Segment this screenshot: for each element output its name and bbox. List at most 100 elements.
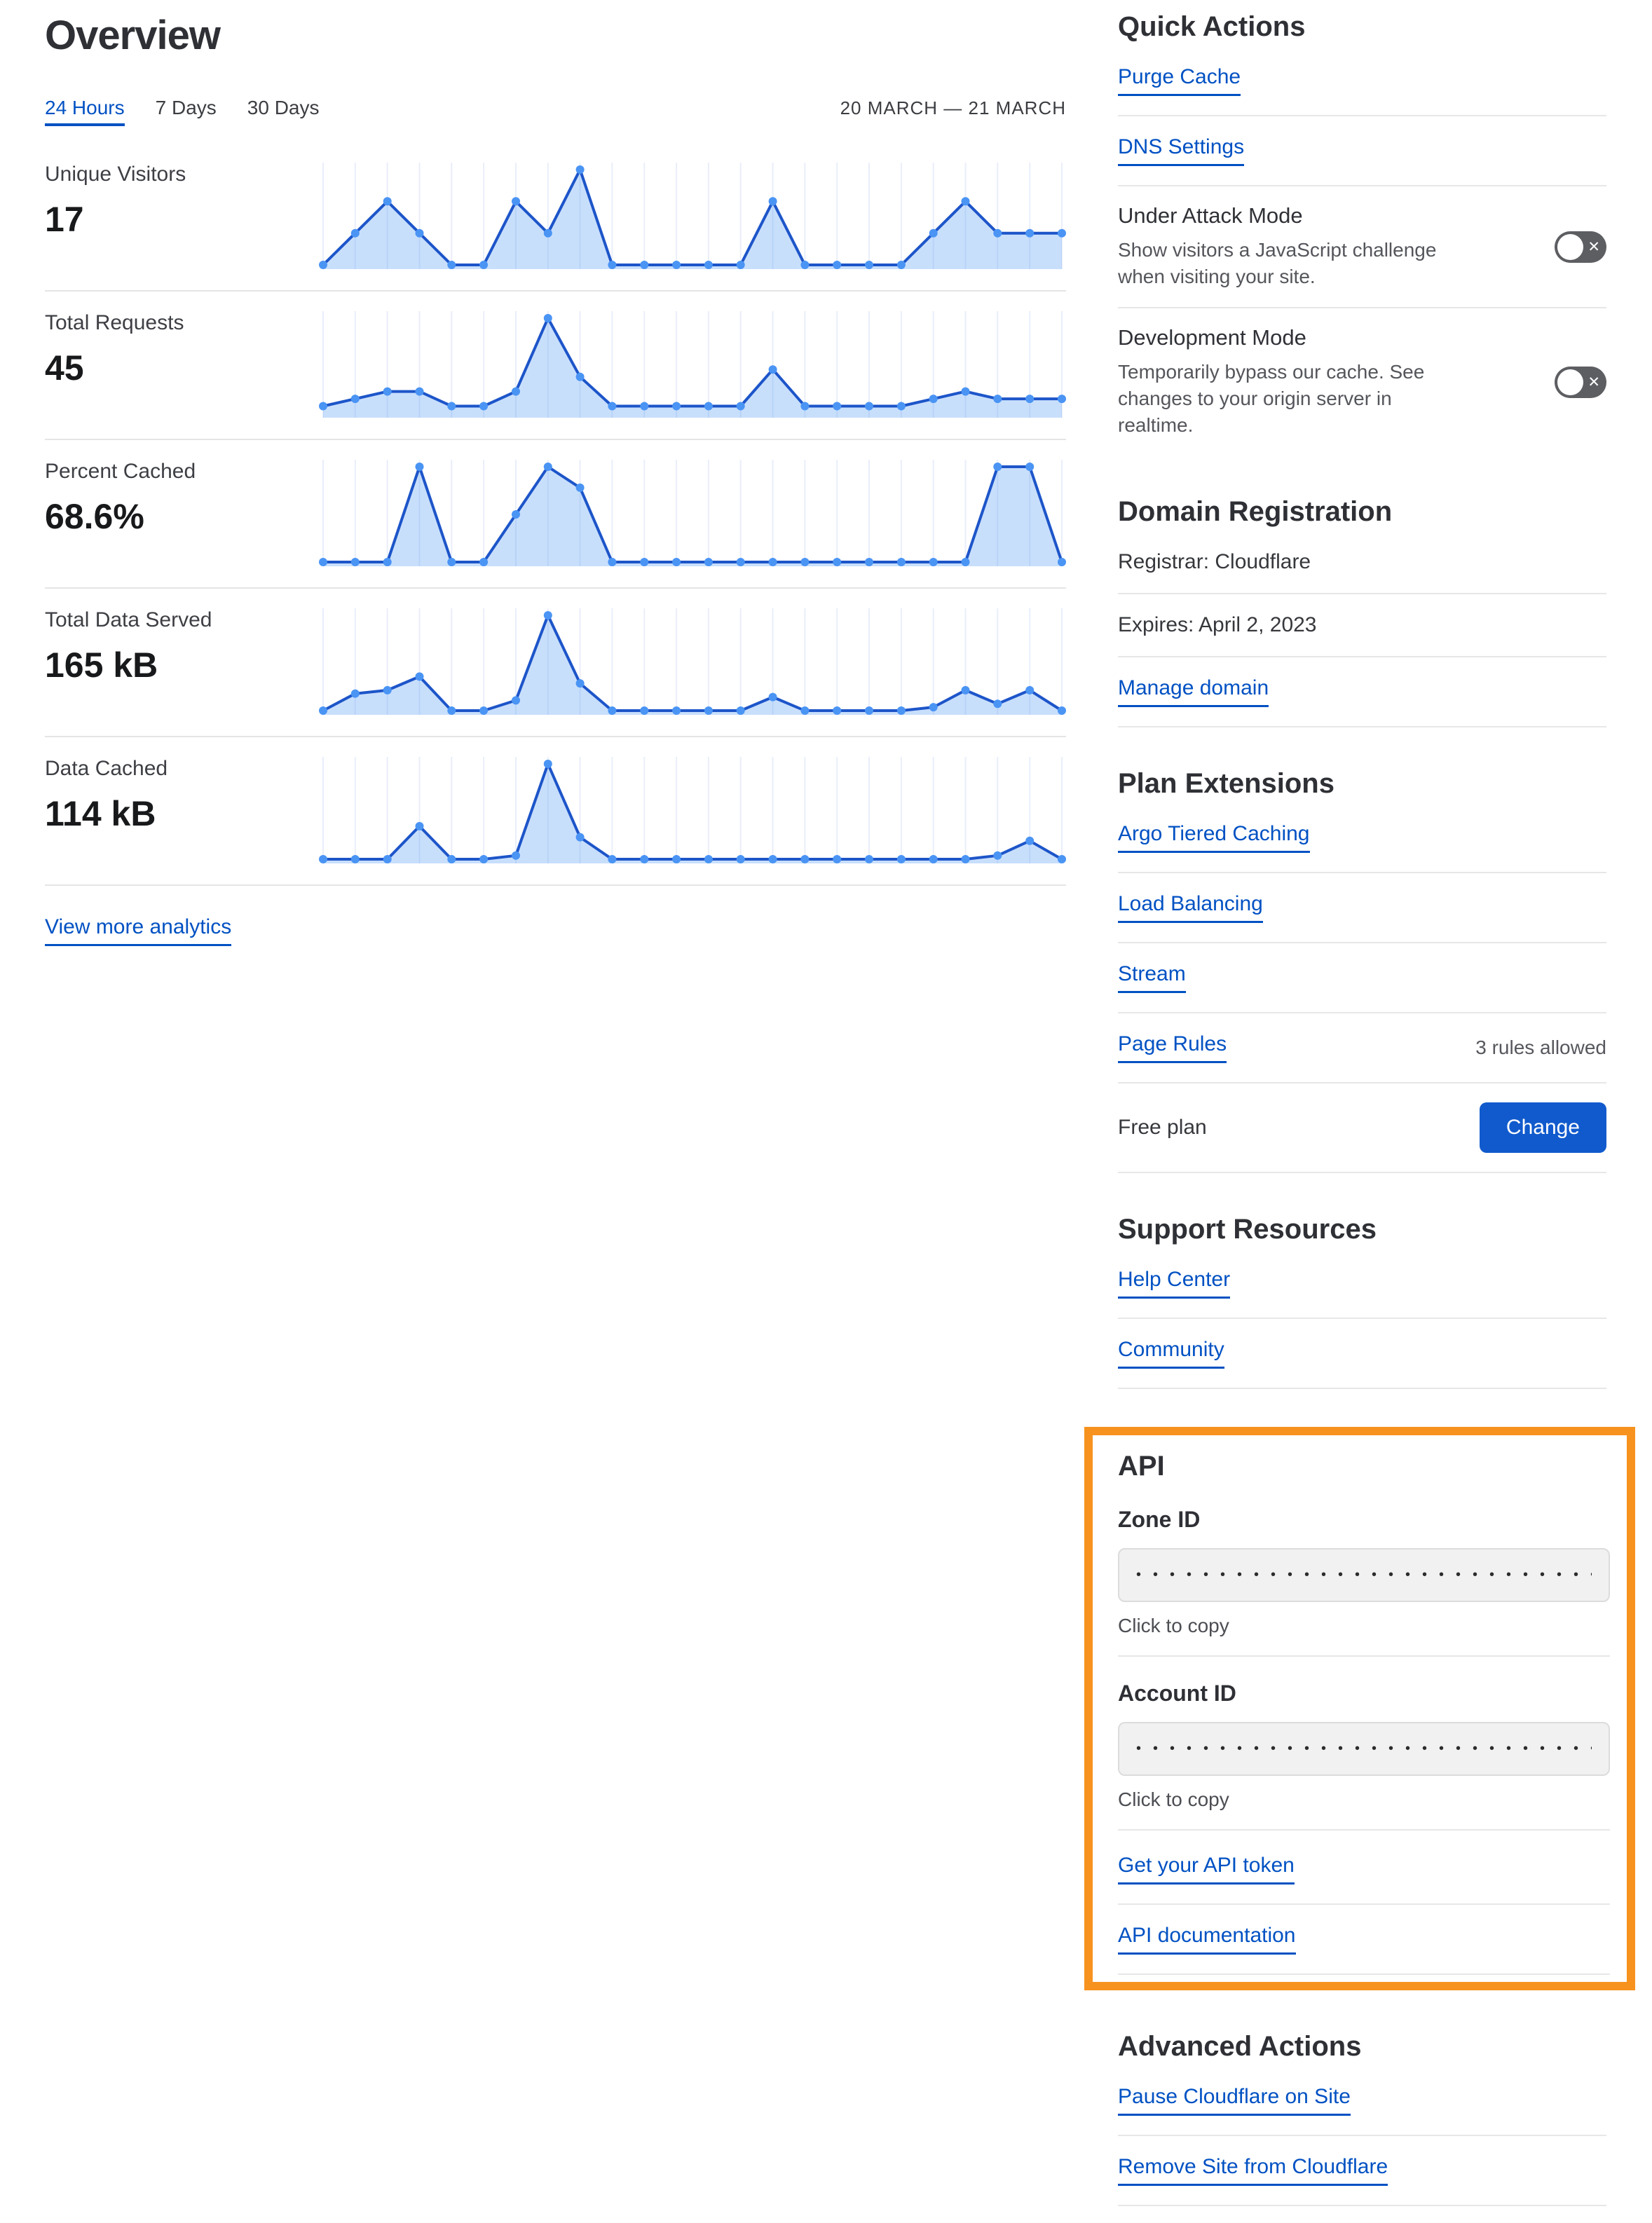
development-mode-text: Development Mode Temporarily bypass our … (1118, 325, 1555, 439)
link-dns-settings[interactable]: DNS Settings (1118, 135, 1245, 166)
link-load-balancing[interactable]: Load Balancing (1118, 892, 1263, 923)
under-attack-mode-row: Under Attack Mode Show visitors a JavaSc… (1118, 186, 1606, 308)
link-page-rules[interactable]: Page Rules (1118, 1032, 1227, 1063)
metric-label: Total Data Served (45, 608, 212, 631)
tab-30-days[interactable]: 30 Days (247, 97, 320, 118)
sparkline-total-requests (319, 311, 1066, 418)
metric-value: 68.6% (45, 497, 144, 536)
development-mode-label: Development Mode (1118, 325, 1306, 350)
section-plan-extensions: Plan Extensions Argo Tiered Caching Load… (1118, 767, 1606, 1173)
metric-label: Unique Visitors (45, 163, 186, 186)
date-range-label: 20 MARCH — 21 MARCH (840, 97, 1066, 118)
expires-row: Expires: April 2, 2023 (1118, 594, 1606, 657)
link-row: Pause Cloudflare on Site (1118, 2066, 1606, 2136)
metric-info: Total Data Served 165 kB (45, 589, 319, 736)
divider (1118, 1829, 1610, 1831)
metric-row-total-data-served: Total Data Served 165 kB (45, 589, 1066, 737)
link-stream[interactable]: Stream (1118, 962, 1186, 993)
account-id-masked-value: •••••••••••••••••••••••••••• (1136, 1741, 1592, 1756)
zone-id-masked-value: •••••••••••••••••••••••••••• (1136, 1567, 1592, 1582)
metric-label: Data Cached (45, 757, 168, 780)
divider (1118, 1655, 1610, 1657)
sidebar: Quick Actions Purge Cache DNS Settings U… (1084, 10, 1635, 2206)
metric-row-total-requests: Total Requests 45 (45, 292, 1066, 440)
plan-row: Free plan Change (1118, 1083, 1606, 1173)
analytics-main: Overview 24 Hours 7 Days 30 Days 20 MARCH … (45, 10, 1066, 2206)
metric-row-data-cached: Data Cached 114 kB (45, 737, 1066, 886)
change-plan-button[interactable]: Change (1479, 1102, 1606, 1153)
toggle-knob (1557, 233, 1583, 260)
page-rules-note: 3 rules allowed (1475, 1037, 1606, 1058)
registrar-value: Registrar: Cloudflare (1118, 550, 1311, 573)
account-id-copy-hint: Click to copy (1118, 1788, 1229, 1810)
link-view-more-analytics[interactable]: View more analytics (45, 915, 232, 946)
under-attack-mode-label: Under Attack Mode (1118, 203, 1303, 228)
account-id-label: Account ID (1118, 1681, 1236, 1706)
x-icon: ✕ (1588, 238, 1600, 255)
metric-info: Percent Cached 68.6% (45, 440, 319, 587)
tab-7-days[interactable]: 7 Days (155, 97, 217, 118)
link-pause-cloudflare-on-site[interactable]: Pause Cloudflare on Site (1118, 2085, 1351, 2116)
page-rules-row: Page Rules 3 rules allowed (1118, 1013, 1606, 1083)
section-quick-actions: Quick Actions Purge Cache DNS Settings U… (1118, 10, 1606, 456)
under-attack-mode-toggle[interactable]: ✕ (1555, 231, 1606, 263)
link-help-center[interactable]: Help Center (1118, 1268, 1231, 1299)
metric-value: 45 (45, 348, 84, 388)
advanced-actions-heading: Advanced Actions (1118, 2031, 1362, 2062)
api-heading: API (1118, 1451, 1165, 1482)
section-advanced-actions: Advanced Actions Pause Cloudflare on Sit… (1118, 2030, 1606, 2206)
metric-label: Total Requests (45, 311, 184, 334)
zone-id-value[interactable]: •••••••••••••••••••••••••••• (1118, 1548, 1610, 1602)
x-icon: ✕ (1588, 374, 1600, 390)
link-row: Help Center (1118, 1249, 1606, 1319)
link-row: Purge Cache (1118, 46, 1606, 116)
link-argo-tiered-caching[interactable]: Argo Tiered Caching (1118, 822, 1310, 853)
link-row: DNS Settings (1118, 116, 1606, 186)
zone-id-copy-hint: Click to copy (1118, 1615, 1229, 1636)
link-row: Get your API token (1118, 1835, 1610, 1905)
link-community[interactable]: Community (1118, 1338, 1224, 1369)
metric-info: Total Requests 45 (45, 292, 319, 439)
link-api-documentation[interactable]: API documentation (1118, 1924, 1296, 1955)
link-row: Remove Site from Cloudflare (1118, 2136, 1606, 2206)
link-manage-domain[interactable]: Manage domain (1118, 676, 1269, 707)
zone-id-label: Zone ID (1118, 1507, 1201, 1532)
under-attack-mode-text: Under Attack Mode Show visitors a JavaSc… (1118, 203, 1555, 290)
link-row: Argo Tiered Caching (1118, 803, 1606, 873)
metric-value: 114 kB (45, 794, 156, 833)
manage-domain-row: Manage domain (1118, 657, 1606, 727)
development-mode-row: Development Mode Temporarily bypass our … (1118, 308, 1606, 456)
sparkline-unique-visitors (319, 163, 1066, 269)
account-id-value[interactable]: •••••••••••••••••••••••••••• (1118, 1722, 1610, 1776)
metric-row-percent-cached: Percent Cached 68.6% (45, 440, 1066, 589)
expires-value: Expires: April 2, 2023 (1118, 613, 1317, 636)
support-resources-heading: Support Resources (1118, 1214, 1377, 1245)
metric-row-unique-visitors: Unique Visitors 17 (45, 143, 1066, 292)
link-get-your-api-token[interactable]: Get your API token (1118, 1854, 1295, 1885)
section-support-resources: Support Resources Help Center Community (1118, 1212, 1606, 1389)
plan-extensions-heading: Plan Extensions (1118, 768, 1334, 799)
sparkline-percent-cached (319, 460, 1066, 566)
metric-value: 165 kB (45, 645, 158, 685)
link-remove-site-from-cloudflare[interactable]: Remove Site from Cloudflare (1118, 2155, 1388, 2186)
section-domain-registration: Domain Registration Registrar: Cloudflar… (1118, 495, 1606, 727)
tab-24-hours[interactable]: 24 Hours (45, 97, 125, 126)
link-row: Load Balancing (1118, 873, 1606, 943)
toggle-knob (1557, 369, 1583, 395)
registrar-row: Registrar: Cloudflare (1118, 531, 1606, 594)
link-row: Stream (1118, 943, 1606, 1013)
under-attack-mode-description: Show visitors a JavaScript challenge whe… (1118, 239, 1437, 287)
link-row: API documentation (1118, 1905, 1610, 1975)
domain-registration-heading: Domain Registration (1118, 496, 1393, 527)
link-purge-cache[interactable]: Purge Cache (1118, 65, 1241, 96)
view-more-wrap: View more analytics (45, 915, 1066, 946)
plan-label: Free plan (1118, 1116, 1207, 1139)
api-highlight-box: API Zone ID ••••••••••••••••••••••••••••… (1084, 1427, 1635, 1990)
quick-actions-heading: Quick Actions (1118, 11, 1306, 42)
metric-value: 17 (45, 200, 84, 239)
metric-label: Percent Cached (45, 460, 196, 483)
sparkline-data-cached (319, 757, 1066, 863)
metrics-list: Unique Visitors 17 Total Requests 45 Per… (45, 143, 1066, 886)
development-mode-toggle[interactable]: ✕ (1555, 366, 1606, 398)
